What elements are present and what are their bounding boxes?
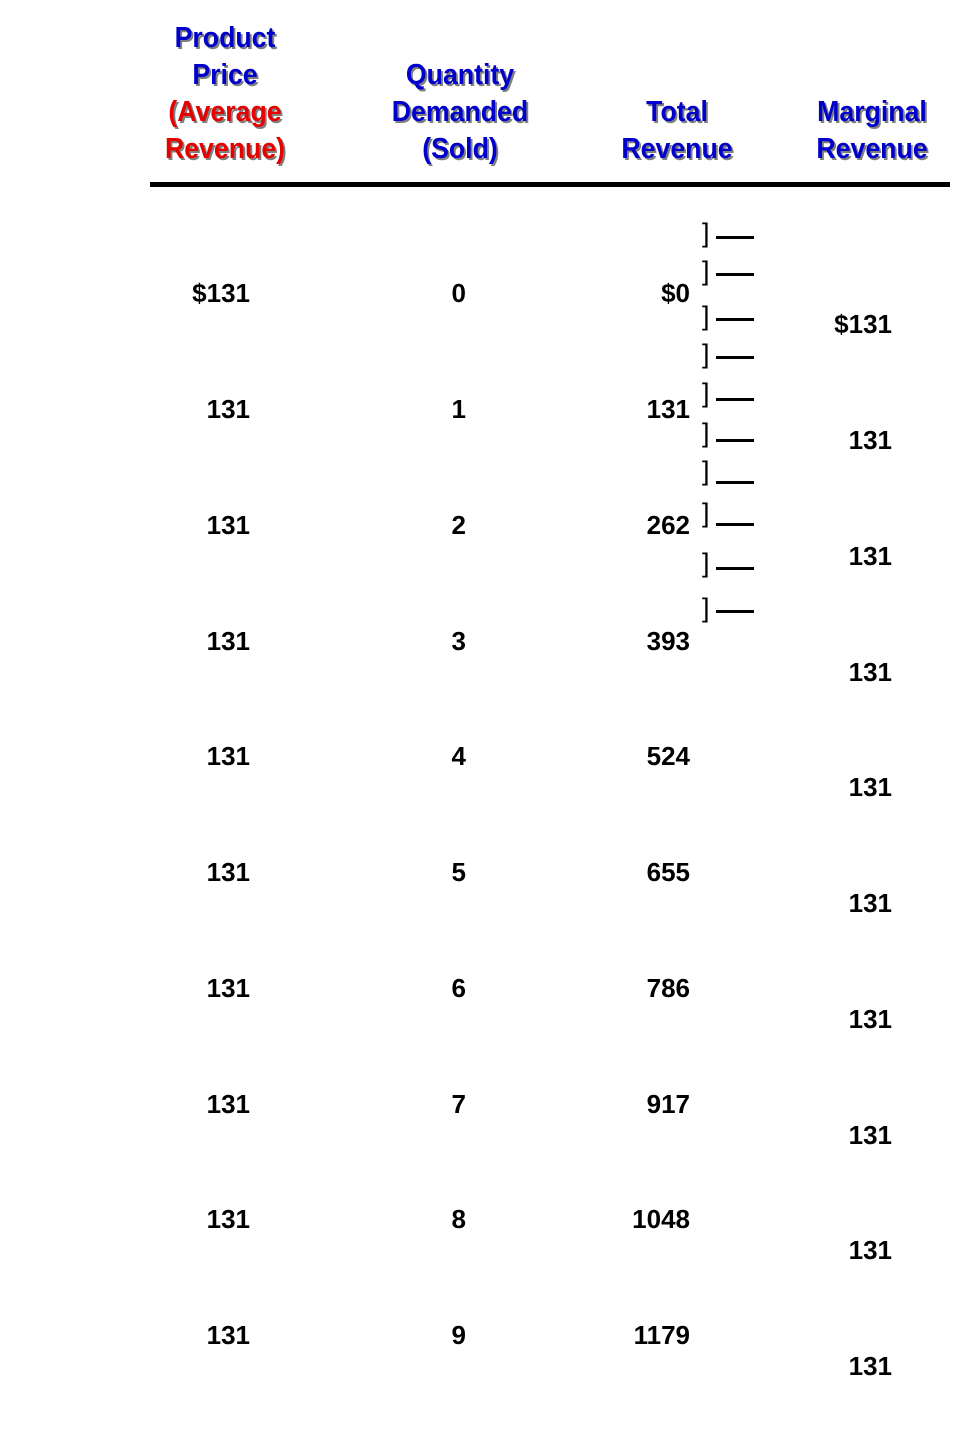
price-cell: 131 <box>206 741 250 772</box>
quantity-cell: 4 <box>451 741 466 772</box>
total-revenue-row: 262 <box>610 506 690 545</box>
bracket-icon: ] <box>702 301 710 331</box>
total-revenue-cell: 917 <box>646 1088 690 1119</box>
header-product-price: Product Price (Average Revenue) <box>147 20 303 168</box>
bracket-icon: ] <box>702 378 710 408</box>
marginal-revenue-cell: 131 <box>848 656 892 687</box>
header-marginal-revenue-line2: Revenue <box>816 133 928 165</box>
dash-line <box>716 481 754 484</box>
price-cell: 131 <box>206 509 250 540</box>
currency-symbol: $ <box>661 278 676 309</box>
quantity-column: 0 1 2 3 4 5 6 7 8 9 10 <box>410 197 466 1440</box>
total-revenue-cell: 655 <box>646 857 690 888</box>
header-product-price-line3: (Average <box>168 96 282 128</box>
marginal-revenue-cell: 131 <box>848 1119 892 1150</box>
total-revenue-cell: 1179 <box>633 1320 690 1351</box>
dash-line <box>716 439 754 442</box>
total-revenue-row: 131 <box>610 390 690 429</box>
quantity-cell: 2 <box>451 509 466 540</box>
quantity-cell: 0 <box>451 278 466 309</box>
quantity-cell: 9 <box>451 1320 466 1351</box>
quantity-cell: 3 <box>451 625 466 656</box>
total-revenue-cell: 131 <box>646 393 690 424</box>
dash-line <box>716 273 754 276</box>
marginal-revenue-cell: 131 <box>848 888 892 919</box>
marginal-revenue-cell: 131 <box>848 1235 892 1266</box>
header-marginal-revenue-line1: Marginal <box>817 96 927 128</box>
quantity-cell: 1 <box>451 393 466 424</box>
marginal-revenue-cell: 131 <box>848 772 892 803</box>
total-revenue-row: 786 <box>610 969 690 1008</box>
total-revenue-column: $0 131 262 393 524 655 786 917 1048 1179… <box>610 197 690 1440</box>
marginal-revenue-cell: 131 <box>848 424 892 455</box>
bracket-icon: ] <box>702 256 710 286</box>
total-revenue-row: $0 <box>610 274 690 313</box>
total-revenue-cell: 393 <box>646 625 690 656</box>
header-divider <box>150 182 950 187</box>
price-column: $131 131 131 131 131 131 131 131 131 131… <box>160 197 250 1440</box>
dash-line <box>716 356 754 359</box>
price-cell: 131 <box>206 972 250 1003</box>
price-cell: 131 <box>206 625 250 656</box>
quantity-cell: 8 <box>451 1204 466 1235</box>
marginal-revenue-column: $131 131 131 131 131 131 131 131 131 131 <box>810 228 892 1424</box>
header-product-price-line2: Price <box>192 59 258 91</box>
dash-line <box>716 398 754 401</box>
header-quantity: Quantity Demanded (Sold) <box>382 57 538 168</box>
price-cell: 131 <box>206 857 250 888</box>
header-quantity-line3: (Sold) <box>422 133 498 165</box>
bracket-icon: ] <box>702 456 710 486</box>
marginal-revenue-cell: 131 <box>848 1351 892 1382</box>
header-quantity-line2: Demanded <box>391 96 529 128</box>
dash-line <box>716 567 754 570</box>
price-cell: 131 <box>160 1432 250 1440</box>
total-revenue-row: 524 <box>610 737 690 776</box>
quantity-cell: 6 <box>451 972 466 1003</box>
total-revenue-cell: 0 <box>675 278 690 309</box>
total-revenue-cell: 1048 <box>632 1204 690 1235</box>
quantity-cell: 7 <box>451 1088 466 1119</box>
dash-line <box>716 523 754 526</box>
header-marginal-revenue: Marginal Revenue <box>798 94 945 168</box>
header-quantity-line1: Quantity <box>405 59 515 91</box>
header-product-price-line4: Revenue) <box>164 133 286 165</box>
header-total-revenue: Total Revenue <box>603 94 750 168</box>
bracket-icon: ] <box>702 498 710 528</box>
total-revenue-row: 655 <box>610 853 690 892</box>
bracket-icon: ] <box>702 548 710 578</box>
marginal-revenue-cell: $131 <box>834 309 892 340</box>
dash-line <box>716 236 754 239</box>
quantity-cell: 10 <box>410 1432 466 1440</box>
header-total-revenue-line2: Revenue <box>621 133 733 165</box>
price-cell: 131 <box>206 1204 250 1235</box>
marginal-revenue-cell: 131 <box>848 540 892 571</box>
bracket-icon: ] <box>702 218 710 248</box>
bracket-icon: ] <box>702 418 710 448</box>
total-revenue-row: 1179 <box>610 1316 690 1355</box>
bracket-icon: ] <box>702 339 710 369</box>
dash-line <box>716 610 754 613</box>
price-cell: $131 <box>192 278 250 309</box>
header-product-price-line1: Product <box>174 22 276 54</box>
total-revenue-row: 917 <box>610 1085 690 1124</box>
bracket-icon: ] <box>702 593 710 623</box>
header-total-revenue-line1: Total <box>646 96 708 128</box>
total-revenue-cell: 524 <box>646 741 690 772</box>
dash-line <box>716 318 754 321</box>
price-cell: 131 <box>206 1320 250 1351</box>
total-revenue-row: 1048 <box>610 1200 690 1239</box>
marginal-revenue-cell: 131 <box>848 1003 892 1034</box>
total-revenue-row: 393 <box>610 622 690 661</box>
price-cell: 131 <box>206 393 250 424</box>
price-cell: 131 <box>206 1088 250 1119</box>
quantity-cell: 5 <box>451 857 466 888</box>
total-revenue-cell: 786 <box>646 972 690 1003</box>
total-revenue-cell: 262 <box>646 509 690 540</box>
